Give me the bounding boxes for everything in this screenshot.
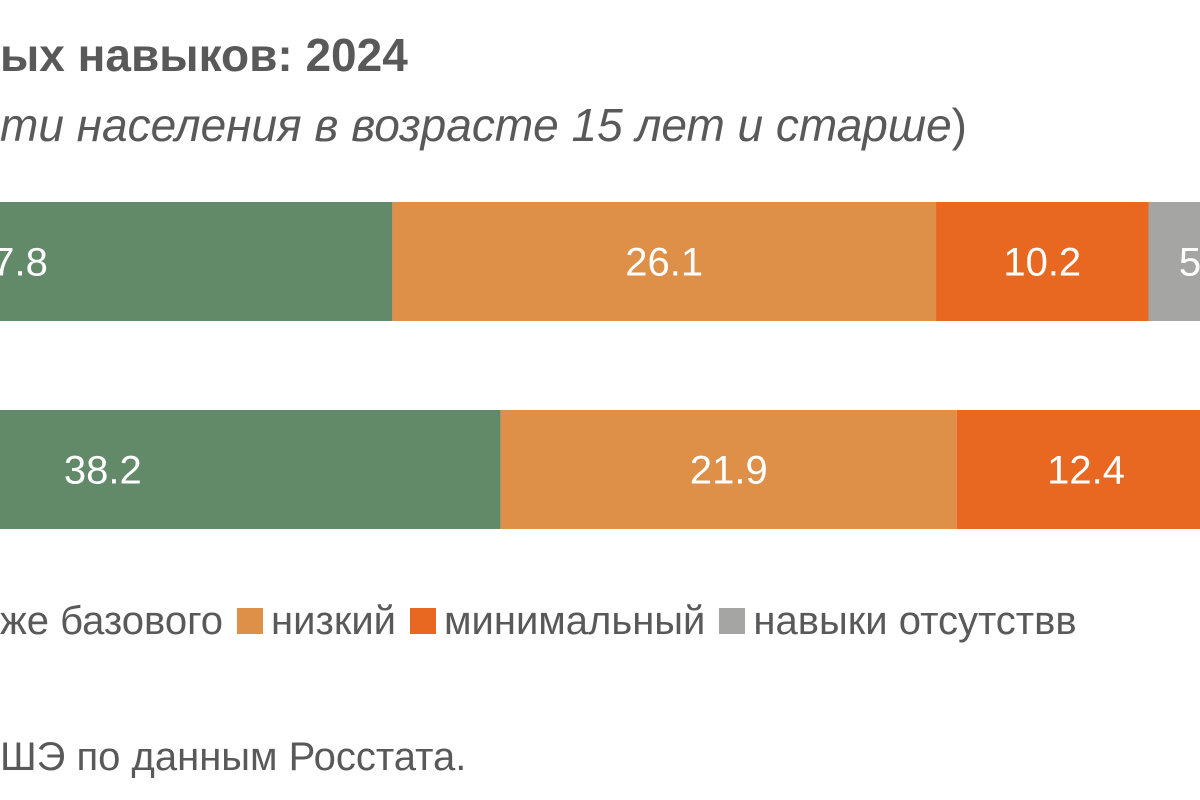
chart-title: ых навыков: 2024 — [0, 29, 408, 81]
data-label-minimal-row-2: 12.4 — [1047, 449, 1125, 493]
data-label-above-basic-row-1: 7.8 — [0, 241, 48, 285]
chart-subtitle: ти населения в возрасте 15 лет и старше) — [0, 98, 967, 152]
legend-label-minimal: минимальный — [444, 598, 706, 643]
data-label-no-skills-row-1: 5 — [1179, 241, 1200, 285]
bar-segment-minimal-row-1 — [936, 202, 1149, 321]
chart-legend: же базового низкий минимальный навыки от… — [0, 596, 1091, 646]
legend-swatch-low — [237, 608, 264, 634]
legend-item-above-basic: же базового — [0, 599, 223, 644]
bar-segment-low-row-2 — [500, 410, 957, 529]
data-label-low-row-1: 26.1 — [625, 241, 703, 285]
legend-label-low: низкий — [271, 598, 397, 643]
legend-label-above-basic: же базового — [0, 598, 224, 643]
bar-segment-low-row-1 — [392, 202, 937, 321]
bar-segment-above-basic-row-2 — [0, 410, 501, 529]
data-label-above-basic-row-2: 38.2 — [64, 449, 142, 493]
bar-segment-minimal-row-2 — [956, 410, 1200, 529]
chart-subtitle-text: ти населения в возрасте 15 лет и старше — [0, 99, 952, 151]
data-label-low-row-2: 21.9 — [690, 449, 768, 493]
legend-item-no-skills: навыки отсутствв — [719, 598, 1077, 644]
chart-source-note: ШЭ по данным Росстата. — [0, 735, 467, 779]
bar-segment-no-skills-row-1 — [1148, 202, 1200, 321]
legend-swatch-no-skills — [719, 608, 746, 634]
chart-subtitle-close: ) — [951, 99, 967, 151]
data-label-minimal-row-1: 10.2 — [1003, 241, 1081, 285]
legend-label-no-skills: навыки отсутствв — [753, 598, 1077, 643]
bar-segment-above-basic-row-1 — [0, 202, 393, 321]
legend-item-low: низкий — [237, 599, 396, 644]
legend-swatch-minimal — [410, 608, 437, 634]
legend-item-minimal: минимальный — [410, 599, 705, 644]
